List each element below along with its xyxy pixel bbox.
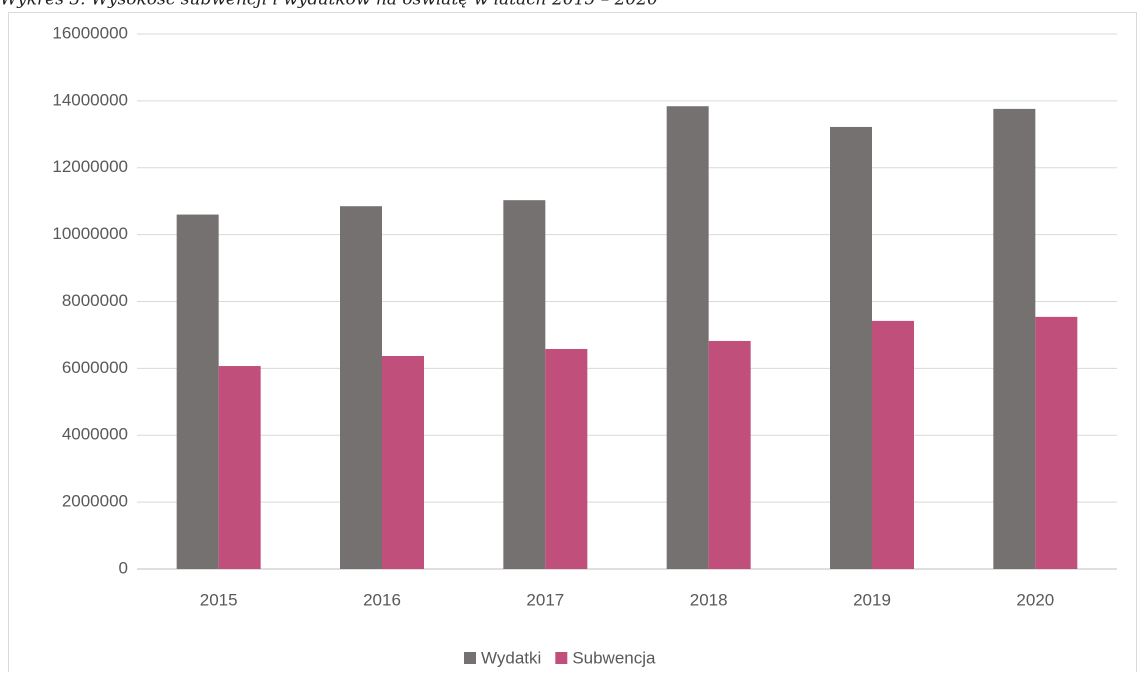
bar bbox=[830, 126, 872, 570]
bar bbox=[666, 106, 709, 569]
bar bbox=[218, 366, 261, 569]
y-tick-label: 4000000 bbox=[62, 425, 128, 444]
x-tick-label: 2016 bbox=[363, 590, 401, 609]
legend-label: Subwencja bbox=[572, 648, 656, 667]
bar bbox=[545, 348, 588, 569]
bar bbox=[382, 356, 424, 569]
x-tick-label: 2017 bbox=[526, 590, 564, 609]
legend-swatch bbox=[464, 652, 476, 664]
bar bbox=[340, 206, 382, 569]
y-tick-label: 14000000 bbox=[52, 90, 128, 109]
title-backdrop bbox=[0, 0, 930, 9]
x-tick-label: 2018 bbox=[690, 590, 728, 609]
bar bbox=[1035, 316, 1078, 569]
chart-title: Wykres 3. Wysokość subwencji i wydatków … bbox=[0, 0, 658, 10]
bar bbox=[993, 108, 1036, 570]
legend-swatch bbox=[555, 652, 568, 664]
y-tick-label: 10000000 bbox=[52, 224, 128, 243]
y-tick-label: 12000000 bbox=[52, 157, 128, 176]
bar bbox=[872, 320, 914, 569]
y-tick-label: 16000000 bbox=[52, 23, 128, 42]
x-tick-label: 2019 bbox=[853, 590, 891, 609]
y-tick-label: 8000000 bbox=[62, 291, 128, 310]
x-tick-label: 2015 bbox=[200, 590, 238, 609]
bar bbox=[708, 340, 751, 569]
bar bbox=[176, 214, 219, 569]
y-tick-label: 2000000 bbox=[62, 492, 128, 511]
y-tick-label: 6000000 bbox=[62, 358, 128, 377]
x-tick-label: 2020 bbox=[1016, 590, 1054, 609]
legend-label: Wydatki bbox=[481, 648, 541, 667]
bar bbox=[503, 200, 546, 569]
y-tick-label: 0 bbox=[119, 558, 128, 577]
